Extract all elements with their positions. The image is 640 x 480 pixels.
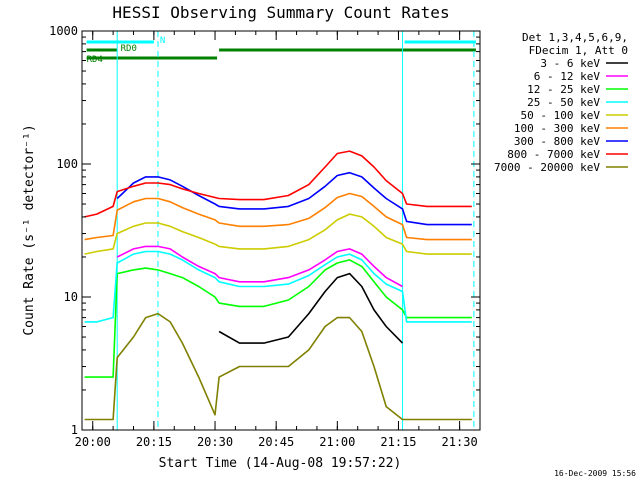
legend-label: 100 - 300 keV xyxy=(514,122,600,135)
plot-frame xyxy=(81,30,481,431)
legend-label: 3 - 6 keV xyxy=(540,57,600,70)
y-tick-label: 1000 xyxy=(49,24,78,38)
series-line-1 xyxy=(116,245,403,288)
legend-label: 50 - 100 keV xyxy=(521,109,601,122)
series-line-3 xyxy=(84,250,472,323)
legend-label: 300 - 800 keV xyxy=(514,135,600,148)
y-axis: 1 10 100 1000 xyxy=(49,24,480,437)
flag-bars: N RD0 RD4 xyxy=(86,36,476,65)
flag-label-n: N xyxy=(160,36,165,46)
series-line-4 xyxy=(84,213,472,255)
series-line-8 xyxy=(84,312,472,421)
flag-label-rd0: RD0 xyxy=(121,44,137,54)
legend-label: 25 - 50 keV xyxy=(527,96,600,109)
x-tick-label: 20:30 xyxy=(197,435,233,449)
x-tick-label: 20:45 xyxy=(258,435,294,449)
series-lines xyxy=(84,150,472,421)
y-axis-label: Count Rate (s⁻¹ detector⁻¹) xyxy=(22,124,37,335)
flag-label-rd4: RD4 xyxy=(87,55,103,65)
legend-label: 800 - 7000 keV xyxy=(507,148,600,161)
x-axis-label: Start Time (14-Aug-08 19:57:22) xyxy=(159,456,402,471)
legend-header-line: FDecim 1, Att 0 xyxy=(529,44,628,57)
series-line-7 xyxy=(84,150,472,218)
x-tick-label: 20:15 xyxy=(136,435,172,449)
x-tick-label: 21:15 xyxy=(380,435,416,449)
x-tick-label: 21:00 xyxy=(319,435,355,449)
y-tick-label: 1 xyxy=(71,423,78,437)
legend-label: 6 - 12 keV xyxy=(534,70,601,83)
x-axis: 20:00 20:15 20:30 20:45 21:00 21:15 21:30 xyxy=(75,31,481,449)
x-tick-label: 20:00 xyxy=(75,435,111,449)
series-line-0 xyxy=(218,272,404,344)
legend-label: 7000 - 20000 keV xyxy=(494,161,600,174)
footer-timestamp: 16-Dec-2009 15:56 xyxy=(554,469,636,478)
series-line-5 xyxy=(84,192,472,241)
y-tick-label: 10 xyxy=(64,290,78,304)
x-tick-label: 21:30 xyxy=(442,435,478,449)
series-line-2 xyxy=(84,259,472,378)
y-tick-label: 100 xyxy=(56,157,78,171)
legend: Det 1,3,4,5,6,9,FDecim 1, Att 03 - 6 keV… xyxy=(494,31,628,174)
legend-label: 12 - 25 keV xyxy=(527,83,600,96)
series-line-6 xyxy=(116,171,472,226)
chart-title: HESSI Observing Summary Count Rates xyxy=(112,3,449,22)
legend-header-line: Det 1,3,4,5,6,9, xyxy=(522,31,628,44)
